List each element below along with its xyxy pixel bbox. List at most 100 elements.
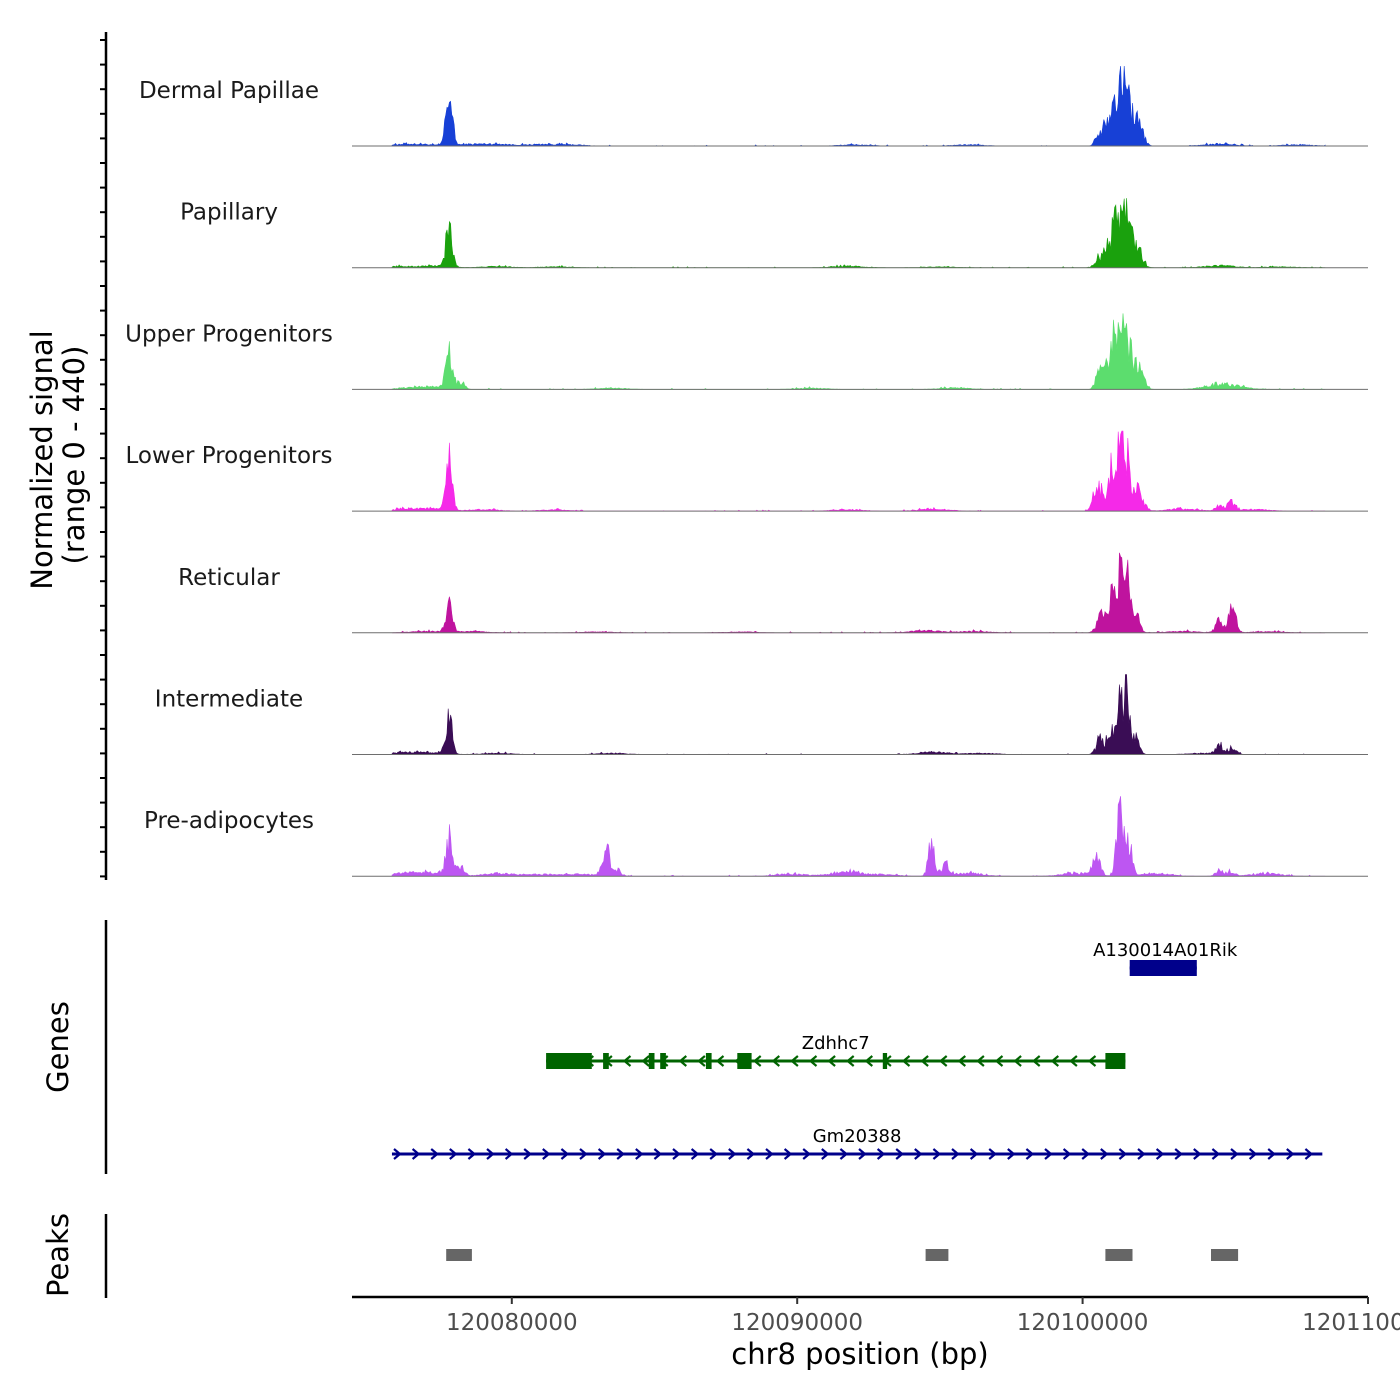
- strand-chevron: [1155, 1148, 1165, 1160]
- strand-chevron: [895, 1148, 904, 1160]
- track-label-papillary: Papillary: [180, 200, 278, 226]
- peak-region: [1211, 1249, 1239, 1261]
- gene-label-zdhhc7: Zdhhc7: [802, 1033, 870, 1054]
- strand-chevron: [821, 1148, 830, 1160]
- track-dermal-papillae: Dermal Papillae: [139, 65, 1368, 147]
- signal-area-dermal-papillae: [391, 65, 1326, 147]
- strand-chevron: [622, 1055, 632, 1067]
- strand-chevron: [697, 1055, 706, 1067]
- strand-chevron: [672, 1148, 681, 1160]
- strand-chevron: [467, 1148, 477, 1160]
- exon: [660, 1053, 666, 1069]
- strand-chevron: [579, 1148, 588, 1160]
- strand-chevron: [839, 1148, 849, 1160]
- strand-chevron: [411, 1148, 421, 1160]
- peak-regions: [446, 1249, 1239, 1261]
- track-reticular: Reticular: [178, 552, 1368, 634]
- gene-label-a130014a01rik: A130014A01Rik: [1093, 940, 1238, 961]
- strand-chevron: [969, 1148, 979, 1160]
- strand-chevron: [393, 1148, 402, 1160]
- strand-chevron: [1304, 1148, 1314, 1160]
- peaks-section: Peaks: [41, 1213, 1239, 1298]
- strand-chevron: [914, 1148, 923, 1160]
- gene-models: A130014A01Rik Zdhhc7 Gm20388: [391, 940, 1323, 1160]
- strand-chevron: [690, 1148, 700, 1160]
- signal-area-reticular: [391, 552, 1326, 634]
- strand-chevron: [449, 1148, 458, 1160]
- strand-chevron: [1062, 1148, 1072, 1160]
- signal-ylabel: Normalized signal: [25, 330, 59, 589]
- strand-chevron: [802, 1148, 811, 1160]
- x-tick-label: 120100000: [1017, 1310, 1149, 1336]
- strand-chevron: [430, 1148, 439, 1160]
- strand-chevron: [715, 1055, 725, 1067]
- strand-chevron: [1031, 1055, 1041, 1067]
- strand-chevron: [827, 1055, 836, 1067]
- strand-chevron: [864, 1055, 874, 1067]
- strand-chevron: [783, 1148, 793, 1160]
- strand-chevron: [1044, 1148, 1053, 1160]
- strand-chevron: [560, 1148, 570, 1160]
- exon: [546, 1053, 592, 1069]
- signal-range-label: (range 0 - 440): [57, 346, 91, 565]
- gene-a130014a01rik: A130014A01Rik: [1093, 940, 1238, 976]
- strand-chevron: [1174, 1148, 1183, 1160]
- track-lower-progenitors: Lower Progenitors: [126, 430, 1368, 512]
- strand-chevron: [752, 1055, 762, 1067]
- strand-chevron: [1025, 1148, 1035, 1160]
- peak-region: [925, 1249, 949, 1261]
- exon: [705, 1053, 712, 1069]
- strand-chevron: [1193, 1148, 1202, 1160]
- strand-chevron: [1100, 1148, 1109, 1160]
- track-label-lower-progenitors: Lower Progenitors: [126, 443, 333, 469]
- strand-chevron: [746, 1148, 756, 1160]
- exon: [1129, 960, 1197, 976]
- strand-chevron: [1050, 1055, 1060, 1067]
- track-pre-adipocytes: Pre-adipocytes: [144, 796, 1368, 877]
- track-upper-progenitors: Upper Progenitors: [125, 313, 1368, 390]
- strand-chevron: [951, 1148, 960, 1160]
- genes-label: Genes: [41, 1001, 75, 1093]
- strand-chevron: [635, 1148, 644, 1160]
- strand-chevron: [1081, 1148, 1090, 1160]
- strand-chevron: [486, 1148, 495, 1160]
- exon: [1105, 1053, 1126, 1069]
- signal-area-upper-progenitors: [391, 313, 1326, 390]
- strand-chevron: [858, 1148, 867, 1160]
- strand-chevron: [1137, 1148, 1146, 1160]
- x-axis-ticks: 120080000 120090000 120100000 120110000: [446, 1297, 1400, 1336]
- strand-chevron: [1286, 1148, 1295, 1160]
- strand-chevron: [709, 1148, 718, 1160]
- exon: [603, 1053, 609, 1069]
- strand-chevron: [938, 1055, 948, 1067]
- signal-area-intermediate: [391, 674, 1326, 755]
- strand-chevron: [845, 1055, 855, 1067]
- track-label-intermediate: Intermediate: [155, 687, 303, 713]
- strand-chevron: [542, 1148, 551, 1160]
- strand-chevron: [808, 1055, 818, 1067]
- strand-chevron: [988, 1148, 997, 1160]
- strand-chevron: [901, 1055, 911, 1067]
- strand-chevron: [597, 1148, 607, 1160]
- strand-chevron: [1230, 1148, 1239, 1160]
- strand-chevron: [653, 1148, 663, 1160]
- strand-chevron: [920, 1055, 929, 1067]
- strand-chevron: [1069, 1055, 1078, 1067]
- exon: [648, 1053, 655, 1069]
- signal-area-lower-progenitors: [391, 430, 1326, 512]
- gene-zdhhc7: Zdhhc7: [546, 1033, 1126, 1069]
- track-label-dermal-papillae: Dermal Papillae: [139, 78, 319, 104]
- strand-chevron: [1267, 1148, 1276, 1160]
- strand-chevron: [1087, 1055, 1097, 1067]
- signal-section: Normalized signal (range 0 - 440) Dermal…: [25, 32, 1368, 880]
- strand-chevron: [641, 1055, 650, 1067]
- strand-chevron: [771, 1055, 781, 1067]
- track-papillary: Papillary: [180, 198, 1368, 269]
- peaks-label: Peaks: [41, 1213, 75, 1297]
- track-label-reticular: Reticular: [178, 565, 280, 591]
- strand-chevron: [616, 1148, 625, 1160]
- strand-chevron: [1007, 1148, 1016, 1160]
- strand-chevron: [1118, 1148, 1128, 1160]
- strand-chevron: [523, 1148, 532, 1160]
- strand-chevron: [765, 1148, 774, 1160]
